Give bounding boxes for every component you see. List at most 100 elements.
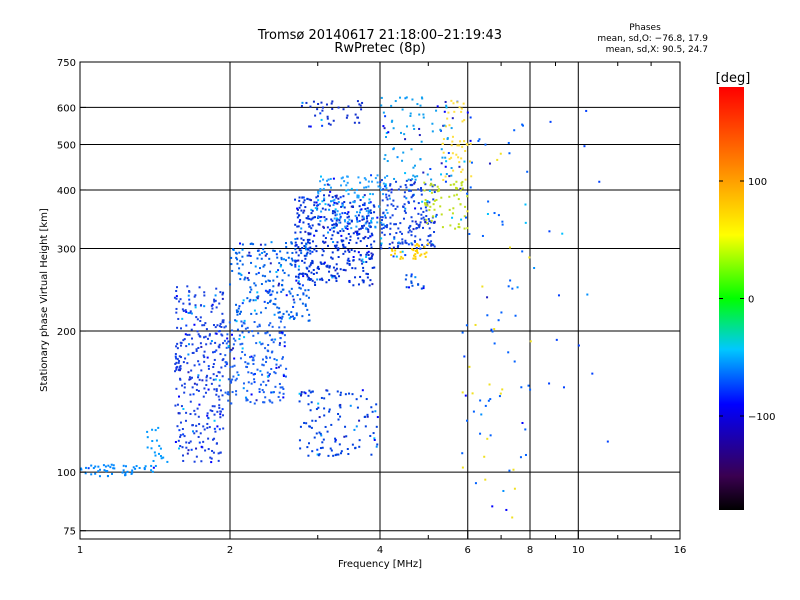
data-point [234,251,237,254]
data-point [333,217,336,220]
data-point [340,205,343,208]
data-point [384,136,387,139]
data-point [456,144,459,147]
data-point [366,413,369,416]
data-point [331,274,334,277]
data-point [209,456,212,459]
data-point [339,215,342,218]
data-point [390,188,393,191]
data-point [350,249,353,252]
data-point [404,97,407,100]
data-point [316,267,319,270]
data-point [179,421,182,424]
data-point [231,269,234,272]
data-point [274,338,277,341]
data-point [250,261,253,264]
data-point [300,104,303,107]
chart-title: Tromsø 20140617 21:18:00–21:19:43 [257,28,502,43]
data-point [298,220,301,223]
data-point [187,294,190,297]
data-point [223,326,226,329]
data-point [386,198,389,201]
stats-o-mode: mean, sd,O: −76.8, 17.9 [597,34,708,44]
data-point [301,101,304,104]
data-point [236,262,239,265]
data-point [262,401,265,404]
data-point [334,454,337,457]
data-point [418,127,421,130]
data-point [215,389,218,392]
data-point [159,447,162,450]
data-point [396,245,399,248]
data-point [409,224,412,227]
data-point [182,454,185,457]
data-point [310,208,313,211]
data-point [287,313,290,316]
data-point [361,279,364,282]
data-point [207,367,210,370]
data-point [430,178,433,181]
data-point [197,376,200,379]
data-point [98,468,101,471]
data-point [469,139,472,142]
data-point [255,312,258,315]
data-point [265,252,268,255]
data-point [521,123,524,126]
data-point [379,180,382,183]
data-point [422,113,425,116]
data-point [238,305,241,308]
data-point [264,275,267,278]
data-point [313,234,316,237]
data-point [339,217,342,220]
data-point [219,416,222,419]
data-point [186,452,189,455]
data-point [370,219,373,222]
data-point [466,419,469,422]
data-point [218,371,221,374]
data-point [374,410,377,413]
data-point [355,425,358,428]
data-point [213,405,216,408]
data-point [179,435,182,438]
data-point [325,179,328,182]
data-point [238,334,241,337]
data-point [191,351,194,354]
x-tick-label: 2 [227,545,233,556]
data-point [326,244,329,247]
data-point [380,188,383,191]
data-point [344,227,347,230]
data-point [174,353,177,356]
data-point [428,241,431,244]
data-point [152,459,155,462]
data-point [356,220,359,223]
data-point [218,404,221,407]
data-point [425,209,428,212]
data-point [335,280,338,283]
data-point [502,489,505,492]
data-point [370,243,373,246]
data-point [352,284,355,287]
data-point [214,341,217,344]
data-point [299,204,302,207]
data-point [304,272,307,275]
data-point [365,217,368,220]
data-point [265,357,268,360]
data-point [320,396,323,399]
data-point [297,225,300,228]
data-point [260,311,263,314]
data-point [561,232,564,235]
data-point [211,410,214,413]
data-point [229,283,232,286]
data-point [187,353,190,356]
data-point [325,103,328,106]
data-point [489,434,492,437]
data-point [469,160,472,163]
data-point [519,456,522,459]
data-point [250,393,253,396]
data-point [486,296,489,299]
data-point [319,216,322,219]
data-point [307,248,310,251]
data-point [217,452,220,455]
data-point [335,213,338,216]
data-point [301,302,304,305]
